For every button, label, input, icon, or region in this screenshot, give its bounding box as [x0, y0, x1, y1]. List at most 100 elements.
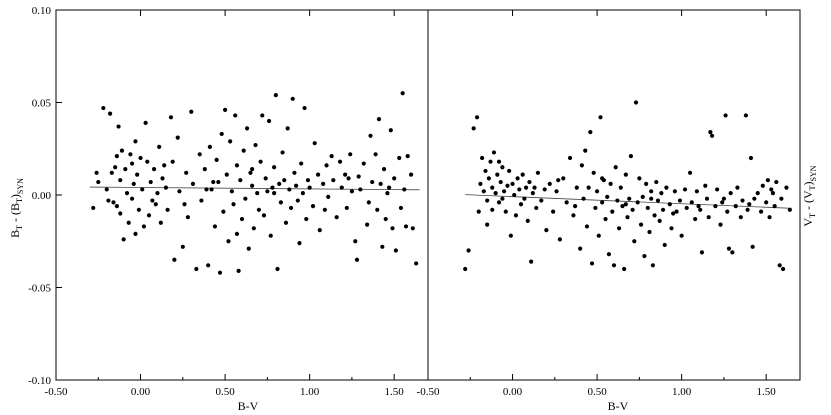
right-data-point [485, 222, 490, 227]
left-data-point [212, 224, 218, 229]
right-data-point [635, 200, 640, 205]
left-data-point [321, 181, 326, 186]
left-data-point [153, 202, 158, 207]
right-data-point [584, 224, 590, 229]
left-y-tick-label: -0.10 [28, 375, 51, 387]
right-data-point [633, 100, 639, 105]
right-data-point [496, 159, 502, 164]
left-data-point [123, 167, 128, 172]
right-data-point [591, 170, 596, 175]
left-data-point [214, 157, 219, 162]
left-data-point [405, 154, 410, 159]
right-data-point [608, 181, 613, 186]
left-y-label: BT - (BT)SYN [8, 178, 25, 238]
right-data-point [777, 263, 782, 268]
left-data-point [402, 187, 407, 192]
right-data-point [622, 266, 627, 272]
right-data-point [611, 263, 617, 268]
right-data-point [600, 200, 605, 205]
right-data-point [759, 209, 764, 214]
left-data-point [414, 261, 419, 266]
left-data-point [253, 142, 258, 148]
right-data-point [721, 196, 727, 201]
right-data-point [760, 183, 765, 188]
right-data-point [547, 181, 552, 186]
right-data-point [743, 113, 748, 118]
right-data-point [579, 163, 584, 168]
left-data-point [236, 268, 241, 273]
right-data-point [735, 185, 740, 190]
left-data-point [261, 213, 267, 218]
left-data-point [256, 207, 262, 212]
left-data-point [400, 91, 405, 96]
left-data-point [163, 185, 169, 190]
right-data-point [493, 191, 498, 196]
right-data-point [649, 189, 654, 194]
right-data-point [593, 205, 598, 211]
right-data-point [527, 179, 532, 185]
right-data-point [491, 150, 497, 155]
left-x-tick-label: 0.50 [215, 386, 235, 398]
right-data-point [780, 266, 786, 272]
right-x-tick-label: 1.00 [672, 386, 692, 398]
right-y-label-sub1: T [808, 213, 817, 218]
right-data-point [583, 148, 588, 153]
right-data-point [738, 215, 743, 220]
right-data-point [490, 185, 495, 190]
left-data-point [229, 189, 234, 194]
left-data-point [353, 239, 358, 244]
right-data-point [510, 181, 515, 186]
right-data-point [640, 194, 645, 199]
left-data-point [206, 263, 211, 268]
right-data-point [765, 178, 770, 183]
right-data-point [725, 209, 730, 214]
right-data-point [495, 172, 500, 177]
right-data-point [645, 205, 650, 211]
right-data-point [689, 200, 694, 205]
right-data-point [483, 168, 488, 174]
right-data-point [784, 185, 789, 190]
left-data-point [282, 178, 287, 183]
right-data-point [674, 209, 679, 214]
left-data-point [370, 179, 375, 185]
left-data-point [315, 172, 321, 177]
right-data-point [474, 115, 480, 120]
right-data-point [772, 204, 777, 209]
left-data-point [224, 172, 229, 177]
right-data-point [740, 198, 745, 203]
left-data-point [148, 179, 153, 185]
right-data-point [650, 263, 655, 268]
left-data-point [116, 124, 121, 129]
right-data-point [503, 209, 508, 214]
left-data-point [297, 241, 302, 246]
left-data-point [162, 163, 167, 168]
left-data-point [114, 154, 119, 159]
left-data-point [109, 170, 114, 175]
right-data-point [644, 181, 649, 186]
left-data-point [141, 224, 147, 229]
left-data-point [113, 165, 118, 170]
right-data-point [667, 202, 672, 207]
left-data-point [182, 202, 187, 207]
left-data-point [255, 191, 260, 196]
left-data-point [138, 155, 143, 161]
right-data-point [485, 198, 490, 203]
right-data-point [704, 196, 710, 201]
right-data-point [610, 209, 615, 214]
right-x-tick-label: 0.00 [503, 386, 523, 398]
right-data-point [471, 126, 476, 131]
right-data-point [647, 229, 652, 235]
right-data-point [730, 250, 735, 255]
right-data-point [733, 204, 738, 209]
left-data-point [334, 215, 339, 220]
left-data-point [234, 231, 240, 236]
left-data-point [251, 226, 256, 231]
right-data-point [600, 176, 605, 181]
left-data-point [383, 216, 388, 222]
left-data-point [277, 181, 282, 186]
right-data-point [578, 246, 583, 251]
left-data-point [231, 202, 236, 207]
right-x-tick-label: 0.50 [587, 386, 607, 398]
left-data-point [275, 266, 280, 272]
left-data-point [129, 196, 135, 201]
